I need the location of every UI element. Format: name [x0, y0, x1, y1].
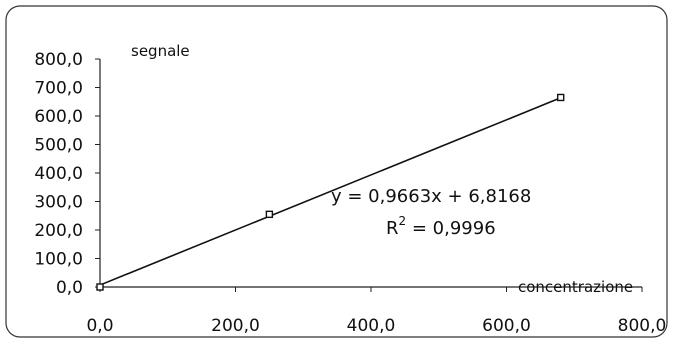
data-point — [96, 283, 104, 291]
r-squared-prefix: R — [386, 218, 399, 239]
r-squared-label: R2 = 0,9996 — [386, 214, 496, 239]
y-tick-label: 300,0 — [34, 193, 83, 213]
y-tick-label: 100,0 — [34, 250, 83, 270]
y-tick-label: 600,0 — [34, 107, 83, 127]
data-points — [96, 93, 565, 291]
r-squared-superscript: 2 — [399, 214, 407, 228]
x-axis-title: concentrazione — [518, 278, 633, 296]
y-tick-label: 400,0 — [34, 164, 83, 184]
x-tick-label: 400,0 — [347, 316, 396, 336]
x-tick-label: 0,0 — [86, 316, 113, 336]
y-axis-title: segnale — [131, 42, 190, 60]
x-tick-label: 600,0 — [482, 316, 531, 336]
data-point — [265, 210, 274, 219]
y-tick-label: 500,0 — [34, 136, 83, 156]
trendline — [99, 97, 562, 286]
trendline-layer — [99, 97, 562, 286]
trendline-equation: y = 0,9663x + 6,8168 — [331, 186, 531, 207]
y-tick-label: 200,0 — [34, 221, 83, 241]
chart-frame — [5, 5, 668, 338]
axes — [95, 58, 643, 292]
x-tick-label: 200,0 — [211, 316, 260, 336]
y-tick-label: 800,0 — [34, 50, 83, 70]
data-point — [557, 93, 565, 102]
y-tick-label: 0,0 — [56, 278, 83, 298]
x-tick-label: 800,0 — [618, 316, 667, 336]
tick-labels: 0,0 100,0 200,0 300,0 400,0 500,0 600,0 700,0 80… — [34, 50, 666, 336]
y-tick-label: 700,0 — [34, 79, 83, 99]
r-squared-value: = 0,9996 — [406, 218, 496, 239]
